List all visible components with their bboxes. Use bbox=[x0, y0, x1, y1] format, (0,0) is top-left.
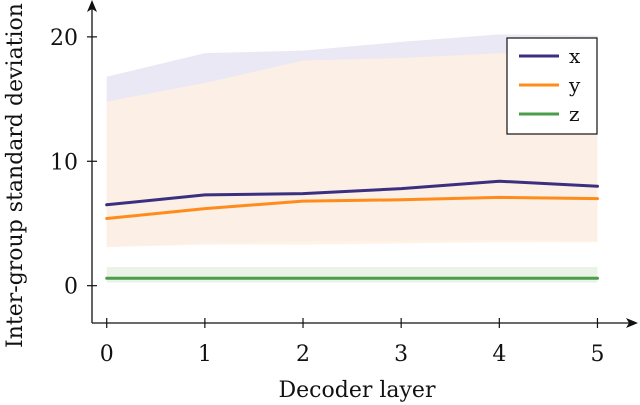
y-tick-label: 0 bbox=[64, 275, 78, 300]
legend: xyz bbox=[506, 37, 598, 135]
y-tick-label: 20 bbox=[50, 26, 78, 51]
x-tick-label: 5 bbox=[590, 342, 604, 367]
y-tick-label: 10 bbox=[50, 150, 78, 175]
legend-label-x: x bbox=[569, 44, 581, 68]
legend-label-z: z bbox=[569, 102, 580, 126]
x-axis-ticks: 0 1 2 3 4 5 bbox=[100, 318, 604, 367]
x-tick-label: 2 bbox=[296, 342, 310, 367]
series-line-y bbox=[105, 195, 599, 220]
y-axis-ticks: 0 10 20 bbox=[50, 26, 97, 300]
x-tick-label: 1 bbox=[198, 342, 212, 367]
series-line-x bbox=[105, 179, 599, 207]
x-tick-label: 3 bbox=[394, 342, 408, 367]
x-axis-arrow-icon bbox=[626, 318, 638, 328]
x-axis-label: Decoder layer bbox=[279, 378, 436, 403]
legend-label-y: y bbox=[568, 73, 581, 97]
axes bbox=[87, 0, 638, 328]
series-lines bbox=[105, 179, 599, 280]
x-tick-label: 4 bbox=[492, 342, 506, 367]
x-tick-label: 0 bbox=[100, 342, 114, 367]
y-axis-arrow-icon bbox=[87, 0, 97, 12]
band-z bbox=[106, 267, 598, 283]
y-axis-label: Inter-group standard deviation bbox=[3, 3, 28, 348]
